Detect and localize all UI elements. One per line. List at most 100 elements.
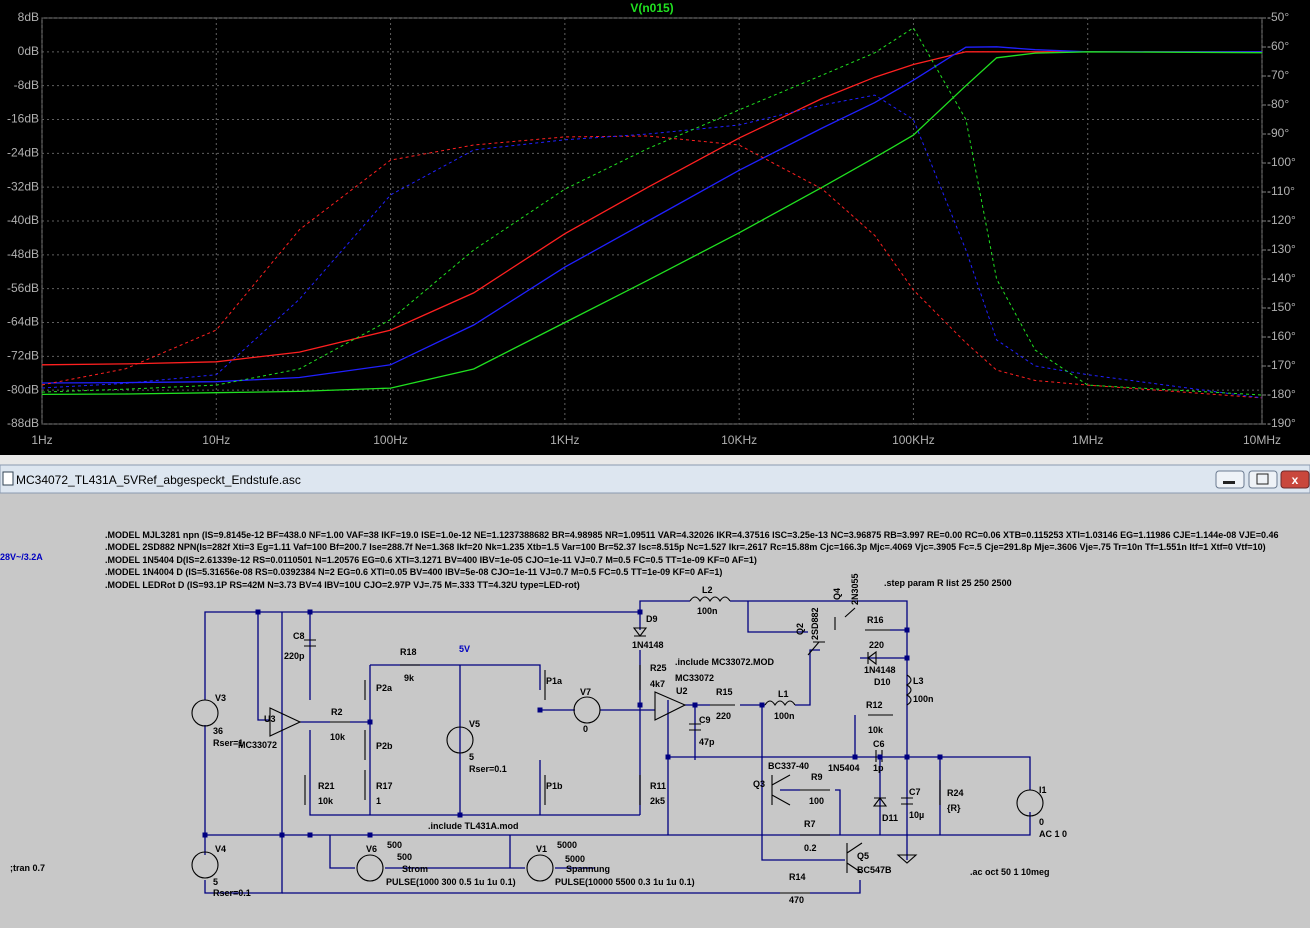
y-tick-label: -56dB <box>7 281 39 295</box>
x-tick-label: 10KHz <box>721 433 757 447</box>
schematic-label: .MODEL 1N5404 D(IS=2.61339e-12 RS=0.0110… <box>105 555 757 565</box>
junction <box>308 833 313 838</box>
schematic-label: R14 <box>789 872 806 882</box>
window-buttons: x <box>1216 471 1309 488</box>
y-tick-label: -40dB <box>7 213 39 227</box>
schematic-label: U2 <box>676 686 688 696</box>
y2-tick-label: -180° <box>1267 387 1296 401</box>
schematic-label: R18 <box>400 647 417 657</box>
schematic-label: 4k7 <box>650 679 665 689</box>
schematic-label: R7 <box>804 819 816 829</box>
schematic-label: 47p <box>699 737 715 747</box>
schematic-label: V6 <box>366 844 377 854</box>
junction <box>938 755 943 760</box>
pane-gap <box>0 455 1310 465</box>
schematic-label: BC337-40 <box>768 761 809 771</box>
schematic-label: D9 <box>646 614 658 624</box>
x-tick-label: 1Hz <box>31 433 52 447</box>
y2-tick-label: -80° <box>1267 97 1289 111</box>
y2-tick-label: -140° <box>1267 271 1296 285</box>
schematic-label: R15 <box>716 687 733 697</box>
schematic-label: C9 <box>699 715 711 725</box>
schematic-label: 500 <box>387 840 402 850</box>
schematic-label: V3 <box>215 693 226 703</box>
components <box>192 597 1043 893</box>
chart-title: V(n015) <box>630 1 673 15</box>
schematic-label: P1a <box>546 676 563 686</box>
schematic-label: D11 <box>882 813 898 823</box>
schematic-label: U3 <box>264 714 276 724</box>
y-tick-label: -16dB <box>7 112 39 126</box>
schematic-label: V1 <box>536 844 547 854</box>
schematic-label: 2N3055 <box>850 573 860 605</box>
schematic-label: 0 <box>583 724 588 734</box>
schematic-label: 10k <box>318 796 334 806</box>
schematic-label: 5V <box>459 644 470 654</box>
schematic-label: 9k <box>404 673 415 683</box>
y2-tick-label: -50° <box>1267 10 1289 24</box>
schematic-label: .step param R list 25 250 2500 <box>884 578 1012 588</box>
schematic-label: .MODEL 1N4004 D (IS=5.31656e-08 RS=0.039… <box>105 567 722 577</box>
minimize-icon <box>1223 481 1235 484</box>
schematic-label: V7 <box>580 687 591 697</box>
schematic-label: 5 <box>213 877 218 887</box>
schematic-label: 500 <box>397 852 412 862</box>
schematic-label: Strom <box>402 864 428 874</box>
y-tick-label: -72dB <box>7 349 39 363</box>
y2-tick-label: -70° <box>1267 68 1289 82</box>
y-tick-label: 0dB <box>18 44 39 58</box>
schematic-label: 5 <box>469 752 474 762</box>
schematic-label: Q5 <box>857 851 869 861</box>
schematic-label: R21 <box>318 781 335 791</box>
y2-tick-label: -130° <box>1267 242 1296 256</box>
schematic-label: 1N5404 <box>828 763 860 773</box>
junction <box>368 833 373 838</box>
schematic-label: 10µ <box>909 810 924 820</box>
y-tick-label: -80dB <box>7 382 39 396</box>
schematic-label: L1 <box>778 689 789 699</box>
schematic-label: MC33072 <box>675 673 714 683</box>
schematic-label: 2SD882 <box>810 607 820 640</box>
schematic-label: I1 <box>1039 785 1047 795</box>
schematic-label: BC547B <box>857 865 892 875</box>
schematic-label: V4 <box>215 844 226 854</box>
x-tick-label: 100Hz <box>373 433 408 447</box>
schematic-label: R17 <box>376 781 393 791</box>
y2-tick-label: -160° <box>1267 329 1296 343</box>
schematic-label: P2b <box>376 741 393 751</box>
schematic-label: R11 <box>650 781 666 791</box>
transistor-symbols <box>772 608 862 873</box>
schematic-label: PULSE(10000 5500 0.3 1u 1u 0.1) <box>555 877 695 887</box>
schematic-label: 10k <box>868 725 884 735</box>
y2-tick-label: -190° <box>1267 416 1296 430</box>
schematic-label: .MODEL 2SD882 NPN(Is=282f Xti=3 Eg=1.11 … <box>105 542 1266 552</box>
junction <box>905 755 910 760</box>
junction <box>905 656 910 661</box>
y2-tick-label: -110° <box>1267 184 1295 198</box>
source-symbol <box>574 697 600 723</box>
source-symbol <box>192 700 218 726</box>
x-tick-label: 10MHz <box>1243 433 1281 447</box>
schematic-label: 2k5 <box>650 796 665 806</box>
schematic-label: 1N4148 <box>632 640 664 650</box>
x-tick-label: 1MHz <box>1072 433 1103 447</box>
y-tick-label: -64dB <box>7 315 39 329</box>
source-symbol <box>192 852 218 878</box>
minimize-button[interactable] <box>1216 471 1244 488</box>
schematic-label: Rser=0.1 <box>469 764 507 774</box>
schematic-label: C8 <box>293 631 305 641</box>
schematic-label: P2a <box>376 683 393 693</box>
schematic-label: .MODEL MJL3281 npn (IS=9.8145e-12 BF=438… <box>105 530 1279 540</box>
schematic-label: .MODEL LEDRot D (IS=93.1P RS=42M N=3.73 … <box>105 580 580 590</box>
schematic-label: D10 <box>874 677 891 687</box>
junction <box>760 703 765 708</box>
schematic-label: 5000 <box>557 840 577 850</box>
schematic-label: 1p <box>873 763 884 773</box>
junction <box>203 833 208 838</box>
junction <box>256 610 261 615</box>
schematic-label: 100n <box>697 606 718 616</box>
schematic-label: R16 <box>867 615 884 625</box>
schematic-labels: .MODEL MJL3281 npn (IS=9.8145e-12 BF=438… <box>0 530 1279 905</box>
schematic-label: R9 <box>811 772 823 782</box>
